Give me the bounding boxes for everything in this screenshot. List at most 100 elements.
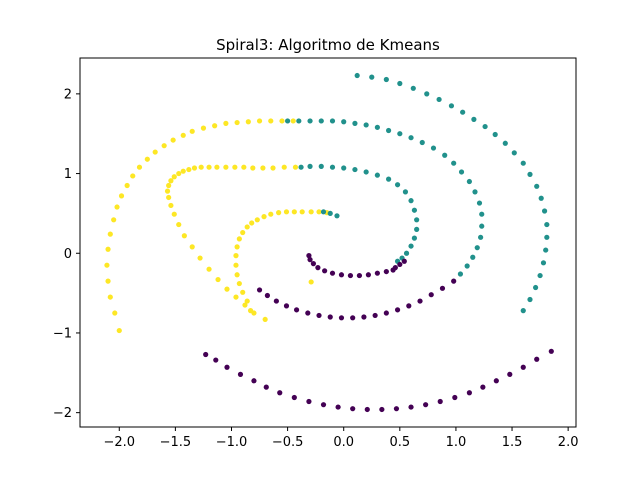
data-point-0-76 [276, 210, 282, 216]
data-point-0-10 [124, 182, 130, 189]
data-point-0-58 [270, 165, 276, 171]
data-point-0-20 [212, 123, 218, 129]
data-point-2-41 [283, 303, 290, 309]
data-point-2-21 [251, 378, 257, 384]
data-point-0-59 [281, 164, 287, 170]
chart-title: Spiral3: Algoritmo de Kmeans [216, 36, 440, 54]
data-point-0-18 [189, 128, 195, 134]
data-point-1-67 [414, 217, 420, 223]
data-point-0-45 [171, 174, 177, 180]
data-point-0-57 [260, 165, 266, 171]
data-point-2-35 [350, 315, 356, 321]
data-point-0-2 [107, 294, 113, 300]
data-point-0-21 [223, 120, 229, 126]
data-point-2-33 [372, 312, 378, 319]
data-point-1-66 [411, 207, 418, 213]
data-point-1-71 [403, 250, 410, 256]
data-point-1-76 [334, 213, 340, 219]
data-point-0-54 [232, 164, 238, 170]
data-point-0-32 [224, 286, 230, 292]
y-tick-label: 2 [64, 87, 72, 102]
data-point-0-27 [290, 118, 296, 124]
data-point-1-13 [511, 150, 517, 156]
data-point-1-28 [296, 118, 302, 124]
data-point-0-68 [234, 244, 240, 250]
plot-area-frame [79, 57, 577, 428]
data-point-0-42 [164, 188, 171, 194]
data-point-1-4 [410, 85, 416, 91]
data-point-0-28 [262, 316, 268, 323]
data-point-0-51 [206, 164, 212, 170]
data-point-1-65 [408, 198, 414, 204]
data-point-1-20 [544, 234, 550, 240]
data-point-0-39 [171, 211, 177, 217]
data-point-1-39 [419, 139, 425, 146]
data-point-1-51 [470, 254, 476, 260]
data-point-2-19 [277, 390, 283, 396]
data-point-2-57 [306, 253, 312, 259]
data-point-0-16 [170, 137, 176, 143]
data-point-1-33 [352, 120, 358, 126]
data-point-0-15 [161, 143, 167, 149]
y-tick-label: 1 [64, 167, 72, 182]
data-point-2-37 [327, 314, 333, 320]
data-point-2-7 [452, 394, 458, 401]
data-point-0-50 [198, 164, 204, 170]
data-point-1-10 [482, 123, 488, 130]
data-point-1-48 [479, 223, 485, 229]
data-point-1-59 [352, 166, 358, 173]
data-point-1-21 [543, 247, 549, 253]
data-point-2-40 [293, 307, 300, 313]
x-tick-label: −1.5 [160, 435, 192, 450]
data-point-1-62 [386, 176, 392, 182]
data-point-1-74 [320, 209, 327, 215]
data-point-0-71 [244, 224, 250, 230]
data-point-0-72 [249, 220, 255, 226]
y-axis: −2 −1 0 1 2 [53, 87, 80, 421]
data-point-1-43 [458, 169, 465, 175]
data-point-0-43 [166, 182, 172, 189]
data-point-0-61 [247, 308, 254, 314]
y-tick-label: −1 [53, 326, 72, 341]
data-point-1-12 [502, 140, 508, 146]
data-point-1-68 [414, 226, 420, 232]
data-point-2-49 [356, 272, 363, 279]
data-point-0-79 [299, 209, 305, 215]
data-point-2-0 [548, 348, 554, 354]
data-point-2-36 [338, 315, 345, 321]
data-point-0-3 [105, 278, 111, 284]
data-point-2-51 [338, 272, 345, 278]
data-point-0-6 [107, 231, 113, 237]
data-point-1-15 [527, 171, 533, 177]
data-point-2-42 [273, 298, 279, 304]
data-point-1-17 [538, 195, 544, 201]
data-point-2-43 [264, 292, 270, 299]
data-point-0-35 [197, 255, 203, 261]
data-point-0-60 [292, 164, 299, 170]
data-point-2-20 [263, 384, 269, 390]
data-point-1-52 [464, 263, 470, 269]
data-point-2-52 [329, 270, 336, 276]
data-point-0-44 [168, 178, 174, 184]
data-point-2-16 [320, 402, 327, 408]
data-point-0-75 [268, 211, 274, 217]
data-point-1-70 [408, 243, 414, 249]
data-point-0-37 [181, 233, 187, 239]
data-point-1-5 [424, 91, 430, 97]
data-point-1-32 [341, 119, 347, 125]
data-point-1-19 [544, 221, 550, 228]
data-point-0-1 [112, 310, 118, 316]
data-point-2-17 [306, 398, 312, 405]
data-point-0-47 [180, 168, 186, 174]
data-point-2-22 [237, 371, 244, 377]
data-point-0-48 [186, 166, 192, 173]
data-point-0-69 [236, 236, 242, 242]
data-point-0-62 [244, 298, 250, 304]
data-point-0-83 [308, 279, 314, 285]
data-point-0-38 [176, 221, 182, 228]
data-point-2-26 [451, 278, 457, 284]
data-point-2-47 [374, 270, 380, 276]
data-point-2-11 [393, 406, 400, 412]
data-point-1-64 [402, 189, 409, 195]
